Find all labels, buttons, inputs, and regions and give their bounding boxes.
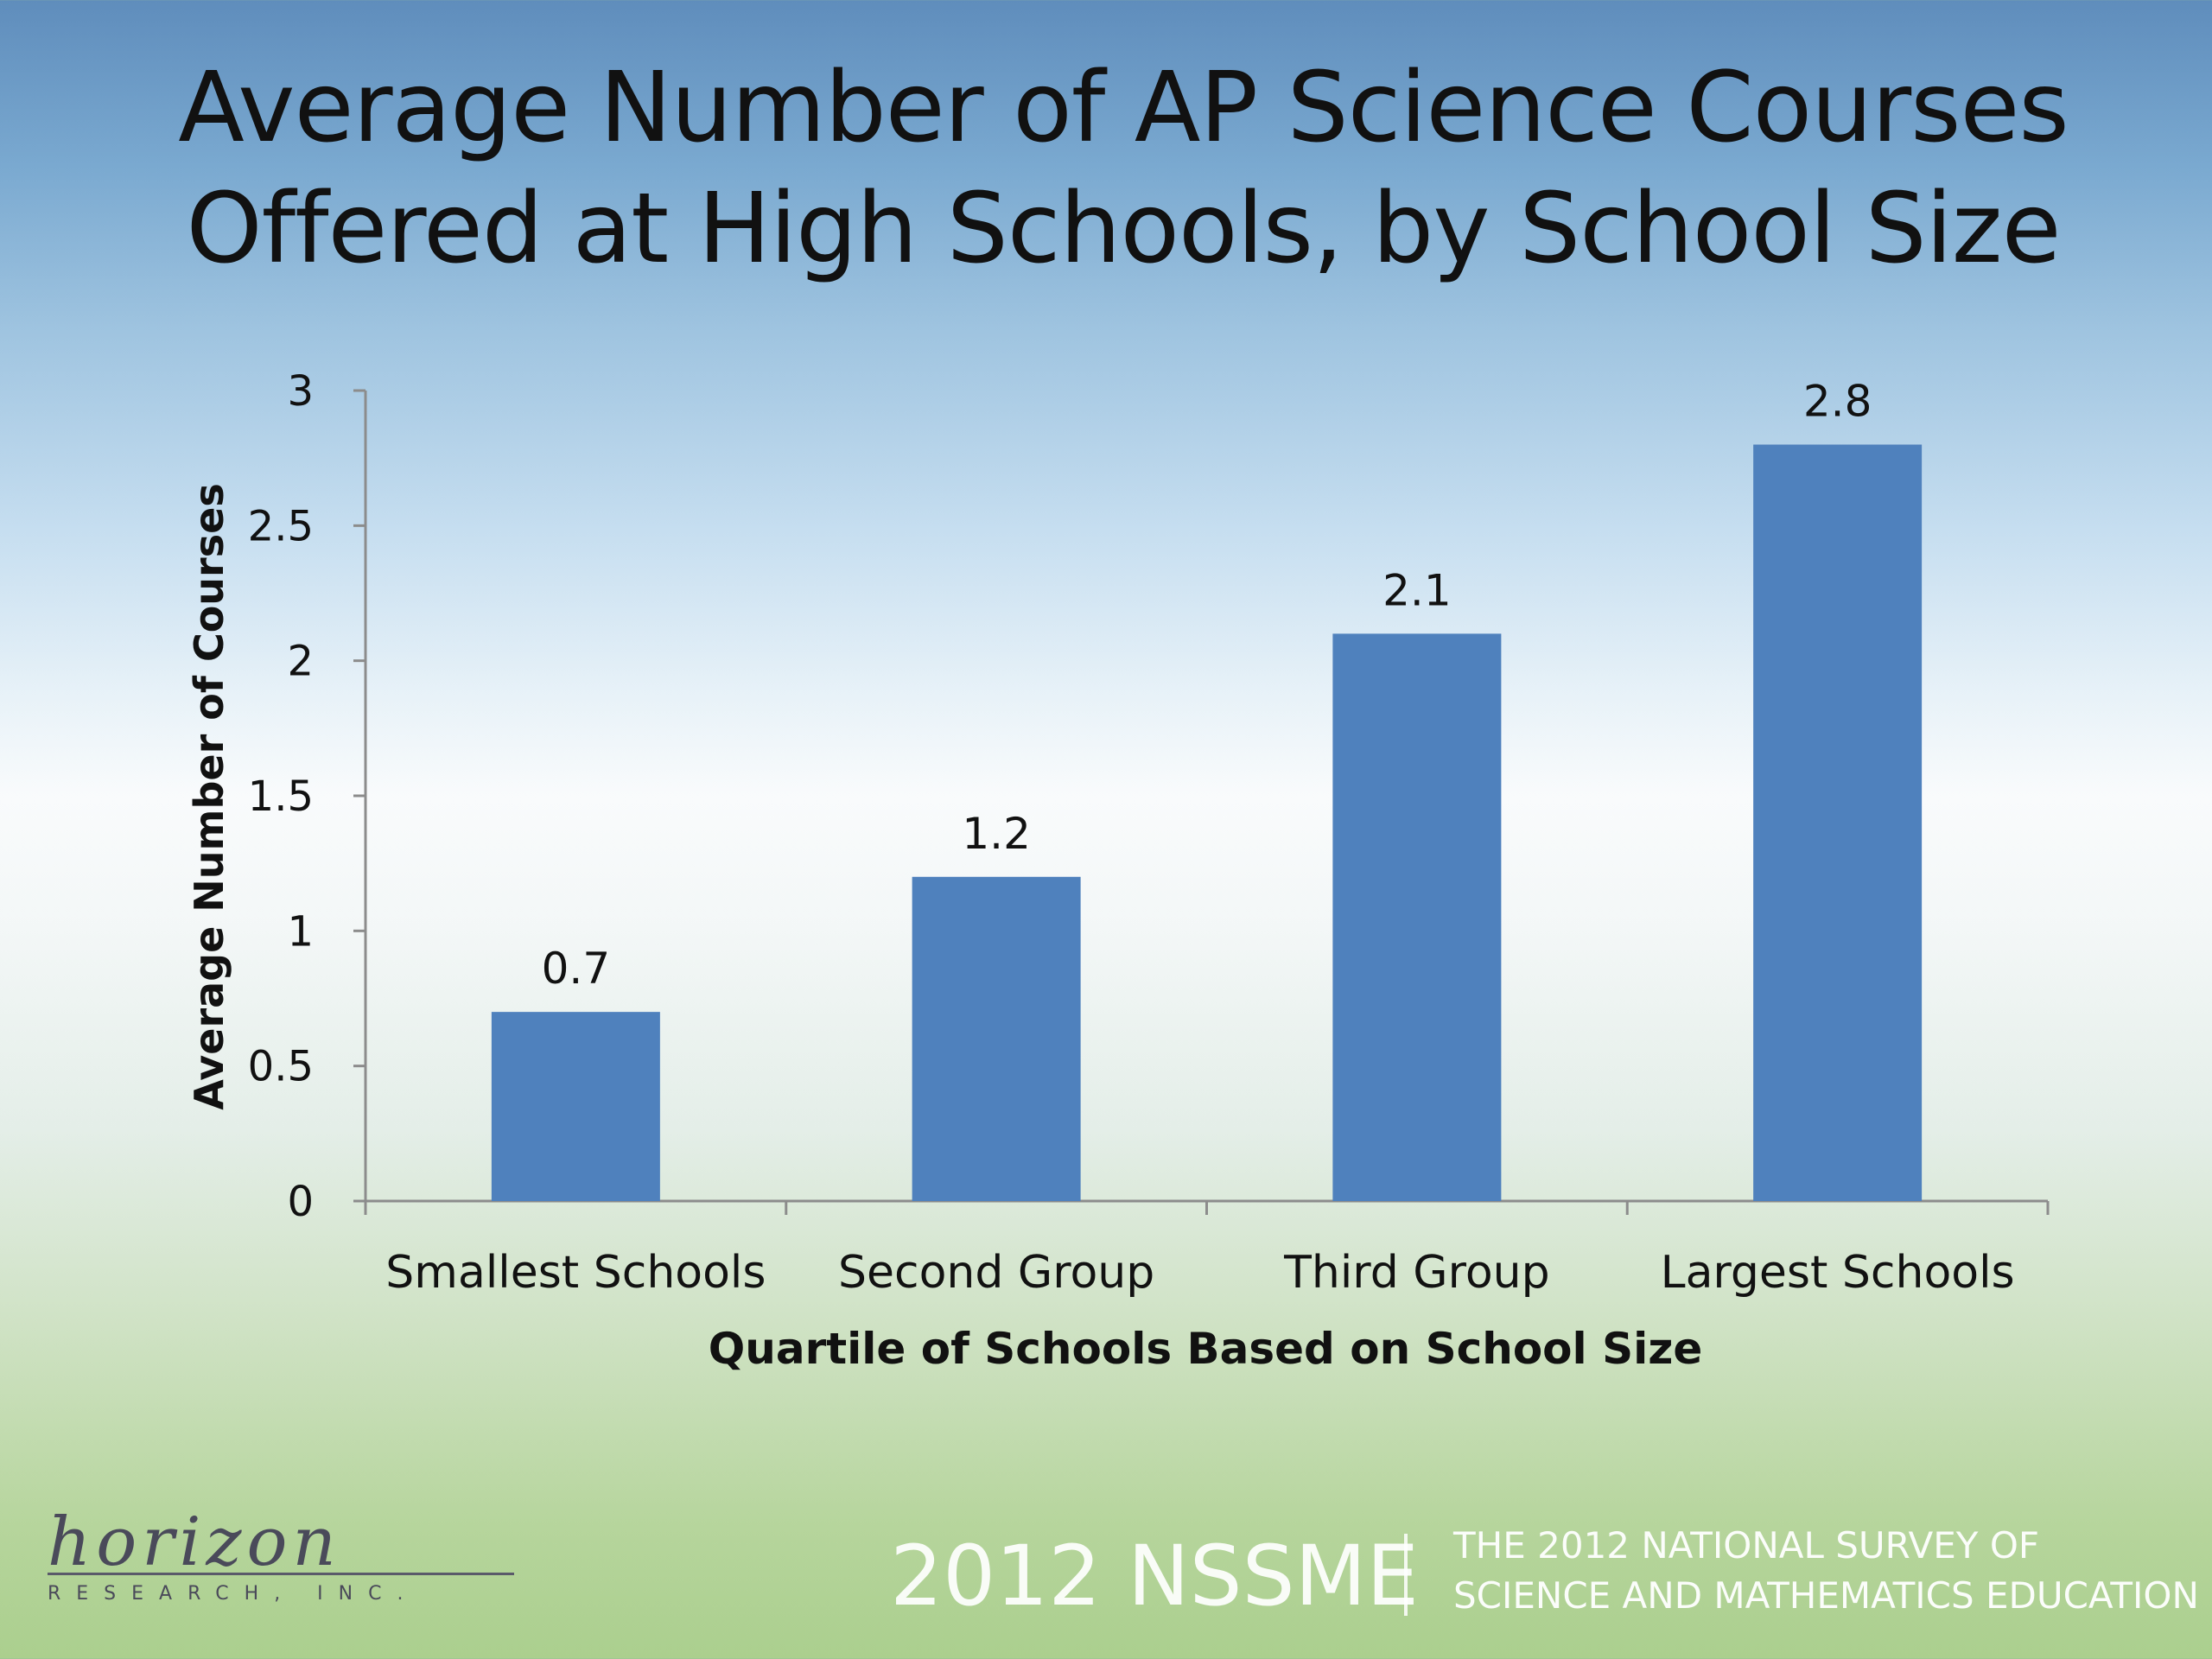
data-label: 2.8 xyxy=(1803,377,1872,427)
horizon-research-logo: horizon RESEARCH, INC. xyxy=(48,1503,531,1616)
bar-3 xyxy=(1332,633,1502,1201)
survey-line-1: THE 2012 NATIONAL SURVEY OF xyxy=(1453,1524,2040,1567)
y-tick-label: 0 xyxy=(287,1178,314,1226)
x-axis-title: Quartile of Schools Based on School Size xyxy=(709,1324,1703,1374)
y-tick-label: 0.5 xyxy=(248,1043,314,1091)
y-tick-label: 2 xyxy=(287,638,314,686)
logo-subtitle: RESEARCH, INC. xyxy=(48,1583,419,1605)
chart-labels: 0 0.5 1 1.5 2 2.5 3 0.7 Smallest Schools 1.2 Secon… xyxy=(248,367,2015,1299)
data-label: 1.2 xyxy=(962,809,1031,859)
survey-line-2: SCIENCE AND MATHEMATICS EDUCATION xyxy=(1453,1574,2199,1617)
y-axis-title: Average Number of Courses xyxy=(186,483,232,1109)
survey-full-name: THE 2012 NATIONAL SURVEY OF SCIENCE AND … xyxy=(1453,1521,2199,1621)
data-label: 0.7 xyxy=(542,944,611,994)
y-tick-label: 3 xyxy=(287,367,314,416)
bar-4 xyxy=(1753,444,1923,1201)
bar-1 xyxy=(491,1012,660,1201)
y-tick-label: 2.5 xyxy=(248,502,314,550)
logo-wordmark: horizon xyxy=(48,1503,341,1581)
bar-2 xyxy=(912,876,1081,1201)
x-tick-label: Largest Schools xyxy=(1661,1247,2015,1299)
x-tick-label: Smallest Schools xyxy=(385,1247,766,1299)
data-label: 2.1 xyxy=(1382,565,1452,615)
title-line-1: Average Number of AP Science Courses xyxy=(178,52,2069,164)
title-line-2: Offered at High Schools, by School Size xyxy=(186,173,2062,285)
footer-divider xyxy=(1404,1534,1408,1616)
logo-underline xyxy=(48,1573,514,1575)
y-tick-label: 1 xyxy=(287,907,314,956)
x-tick-label: Second Group xyxy=(838,1247,1154,1299)
chart-bars xyxy=(491,444,1923,1201)
survey-short-name: 2012 NSSME xyxy=(890,1528,1419,1624)
y-tick-label: 1.5 xyxy=(248,772,314,821)
x-tick-label: Third Group xyxy=(1283,1247,1549,1299)
slide-title: Average Number of AP Science Courses Off… xyxy=(0,48,2212,289)
